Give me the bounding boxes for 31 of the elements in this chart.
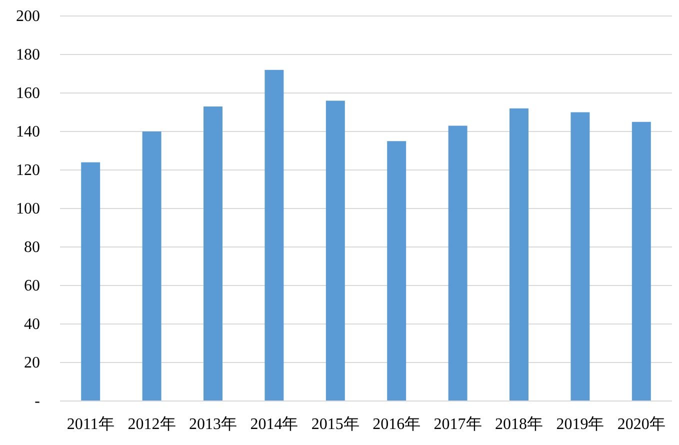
x-tick-label: 2015年 (311, 416, 360, 433)
y-tick-label: 20 (24, 354, 40, 372)
x-tick-label: 2014年 (250, 416, 298, 433)
bar (448, 126, 468, 401)
y-tick-label: 60 (24, 278, 40, 294)
x-tick-label: 2013年 (189, 416, 237, 433)
y-tick-label: 160 (16, 85, 40, 102)
bar (387, 141, 406, 401)
bar (510, 108, 528, 401)
x-tick-label: 2018年 (495, 416, 543, 433)
bar (142, 132, 162, 401)
x-tick-label: 2019年 (556, 416, 604, 433)
y-tick-label: 180 (16, 46, 40, 64)
bar (326, 100, 345, 401)
y-tick-label: 200 (16, 8, 40, 25)
x-tick-label: 2016年 (372, 416, 421, 433)
bar (81, 162, 100, 401)
x-tick-label: 2012年 (128, 416, 176, 433)
y-tick-label: 40 (24, 316, 40, 333)
x-tick-label: 2020年 (617, 416, 666, 433)
bar (632, 122, 651, 401)
y-tick-label: 100 (16, 200, 40, 218)
y-tick-label: 120 (16, 162, 40, 179)
y-tick-label: 80 (24, 239, 40, 256)
y-tick-label: - (34, 393, 40, 410)
x-tick-label: 2017年 (434, 416, 482, 433)
bar (204, 106, 222, 401)
y-tick-label: 140 (16, 124, 40, 140)
bar (264, 70, 284, 401)
x-tick-label: 2011年 (66, 416, 114, 433)
bar (570, 112, 590, 401)
